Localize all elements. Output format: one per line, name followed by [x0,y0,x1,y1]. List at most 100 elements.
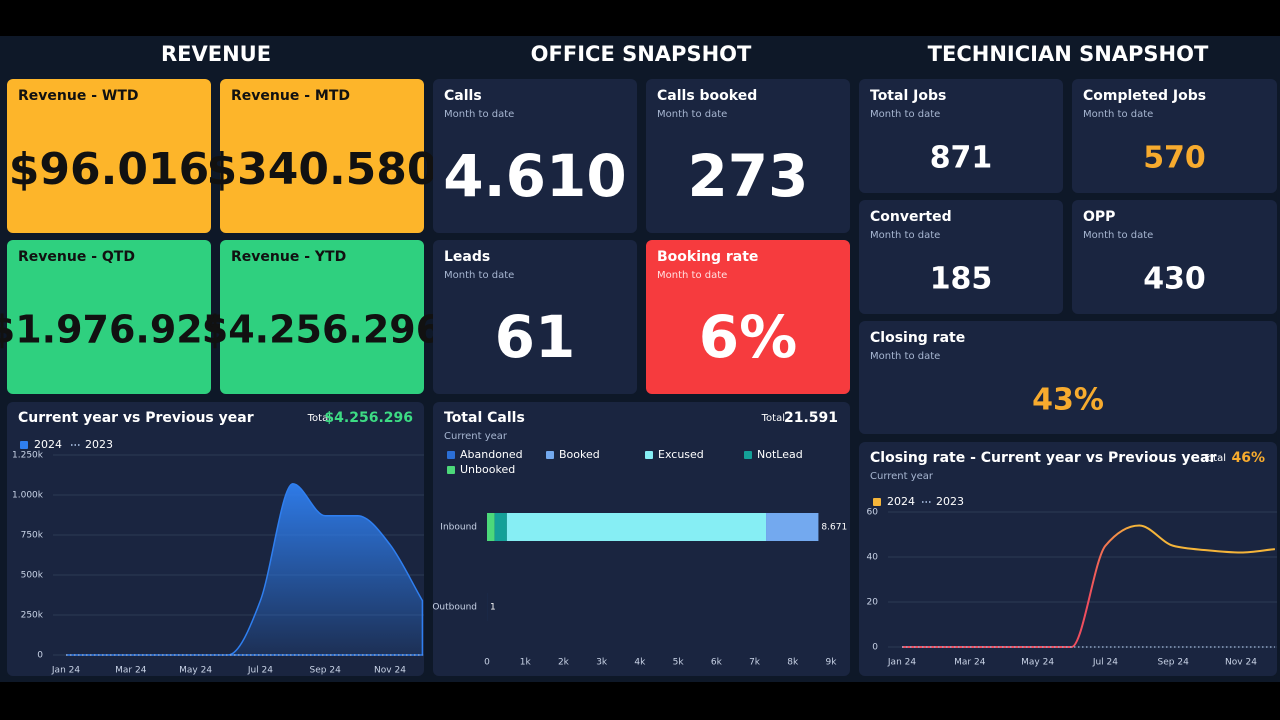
bar-segment [494,513,507,541]
y-tick-label: 40 [867,553,879,563]
kpi-title: Revenue - WTD [18,88,139,104]
kpi-subtitle: Month to date [870,351,940,362]
y-tick-label: 500k [21,571,44,581]
bar-segment [766,513,819,541]
line [902,524,1275,648]
bar-segment [487,513,495,541]
bar-label: 8.671 [821,523,847,533]
kpi-subtitle: Month to date [444,270,514,281]
x-tick-label: 6k [711,658,723,668]
chart-title: Closing rate - Current year vs Previous … [870,450,1216,466]
y-tick-label: 1.250k [12,451,44,461]
kpi-card [433,240,637,394]
legend-label: Booked [559,448,600,461]
legend-marker [546,451,554,459]
x-tick-label: May 24 [1021,658,1054,668]
y-tick-label: Inbound [440,523,477,533]
kpi-value: 4.610 [443,142,626,210]
kpi-card [7,240,211,394]
kpi-title: Leads [444,249,490,265]
legend-label: 2024 [34,438,62,451]
kpi-card [646,240,850,394]
kpi-subtitle: Month to date [444,109,514,120]
legend-label: Excused [658,448,704,461]
y-tick-label: 60 [867,508,879,518]
kpi-value: 273 [687,142,808,210]
kpi-title: Calls booked [657,88,757,104]
legend-label: NotLead [757,448,803,461]
x-tick-label: Jul 24 [247,666,273,676]
x-tick-label: Mar 24 [954,658,986,668]
kpi-card [7,79,211,233]
x-tick-label: 0 [484,658,490,668]
kpi-card [859,321,1277,434]
legend-marker [873,498,881,506]
kpi-card [1072,200,1277,314]
x-tick-label: May 24 [179,666,212,676]
kpi-value: 570 [1143,141,1206,176]
y-tick-label: 0 [872,643,878,653]
y-tick-label: 0 [37,651,43,661]
kpi-title: Calls [444,88,482,104]
x-tick-label: 8k [787,658,799,668]
legend-marker [744,451,752,459]
x-tick-label: 7k [749,658,761,668]
y-tick-label: 20 [867,598,879,608]
y-tick-label: 1.000k [12,491,44,501]
total-value: 21.591 [784,410,838,426]
kpi-title: Revenue - YTD [231,249,346,265]
kpi-card [859,200,1063,314]
kpi-card [859,79,1063,193]
kpi-value: $4.256.296 [202,308,442,352]
x-tick-label: Nov 24 [374,666,406,676]
x-tick-label: Jan 24 [51,666,80,676]
legend-label: Unbooked [460,463,515,476]
x-tick-label: Nov 24 [1225,658,1257,668]
section-title: TECHNICIAN SNAPSHOT [928,42,1209,66]
kpi-card [220,240,424,394]
total-value: $4.256.296 [324,410,413,426]
legend-marker [447,466,455,474]
total-label: Total [307,413,331,424]
total-value: 46% [1231,450,1265,466]
kpi-title: Booking rate [657,249,758,265]
chart-panel [859,442,1277,676]
legend-marker [447,451,455,459]
kpi-value: 430 [1143,262,1206,297]
x-tick-label: Jul 24 [1092,658,1118,668]
total-label: Total [761,413,785,424]
bar-label: 1 [490,603,496,613]
x-tick-label: 5k [673,658,685,668]
chart-title: Current year vs Previous year [18,410,254,426]
y-tick-label: 250k [21,611,44,621]
y-tick-label: 750k [21,531,44,541]
bar-segment [506,513,767,541]
x-tick-label: 2k [558,658,570,668]
kpi-subtitle: Month to date [657,109,727,120]
legend-label: 2023 [936,495,964,508]
kpi-subtitle: Month to date [1083,230,1153,241]
x-tick-label: Jan 24 [887,658,916,668]
kpi-subtitle: Month to date [870,109,940,120]
total-label: Total [1202,453,1226,464]
kpi-subtitle: Month to date [1083,109,1153,120]
kpi-title: Total Jobs [870,88,946,104]
legend-marker [20,441,28,449]
legend-marker [645,451,653,459]
chart-title: Total Calls [444,410,525,426]
kpi-title: Completed Jobs [1083,88,1206,104]
x-tick-label: 3k [596,658,608,668]
section-title: OFFICE SNAPSHOT [531,42,752,66]
x-tick-label: 9k [826,658,838,668]
x-tick-label: Sep 24 [310,666,342,676]
kpi-title: Revenue - QTD [18,249,135,265]
x-tick-label: Mar 24 [115,666,147,676]
x-tick-label: 4k [634,658,646,668]
section-title: REVENUE [161,42,271,66]
legend-label: 2024 [887,495,915,508]
kpi-value: $340.580 [206,144,437,195]
kpi-card [433,79,637,233]
kpi-subtitle: Month to date [870,230,940,241]
x-tick-label: Sep 24 [1158,658,1190,668]
